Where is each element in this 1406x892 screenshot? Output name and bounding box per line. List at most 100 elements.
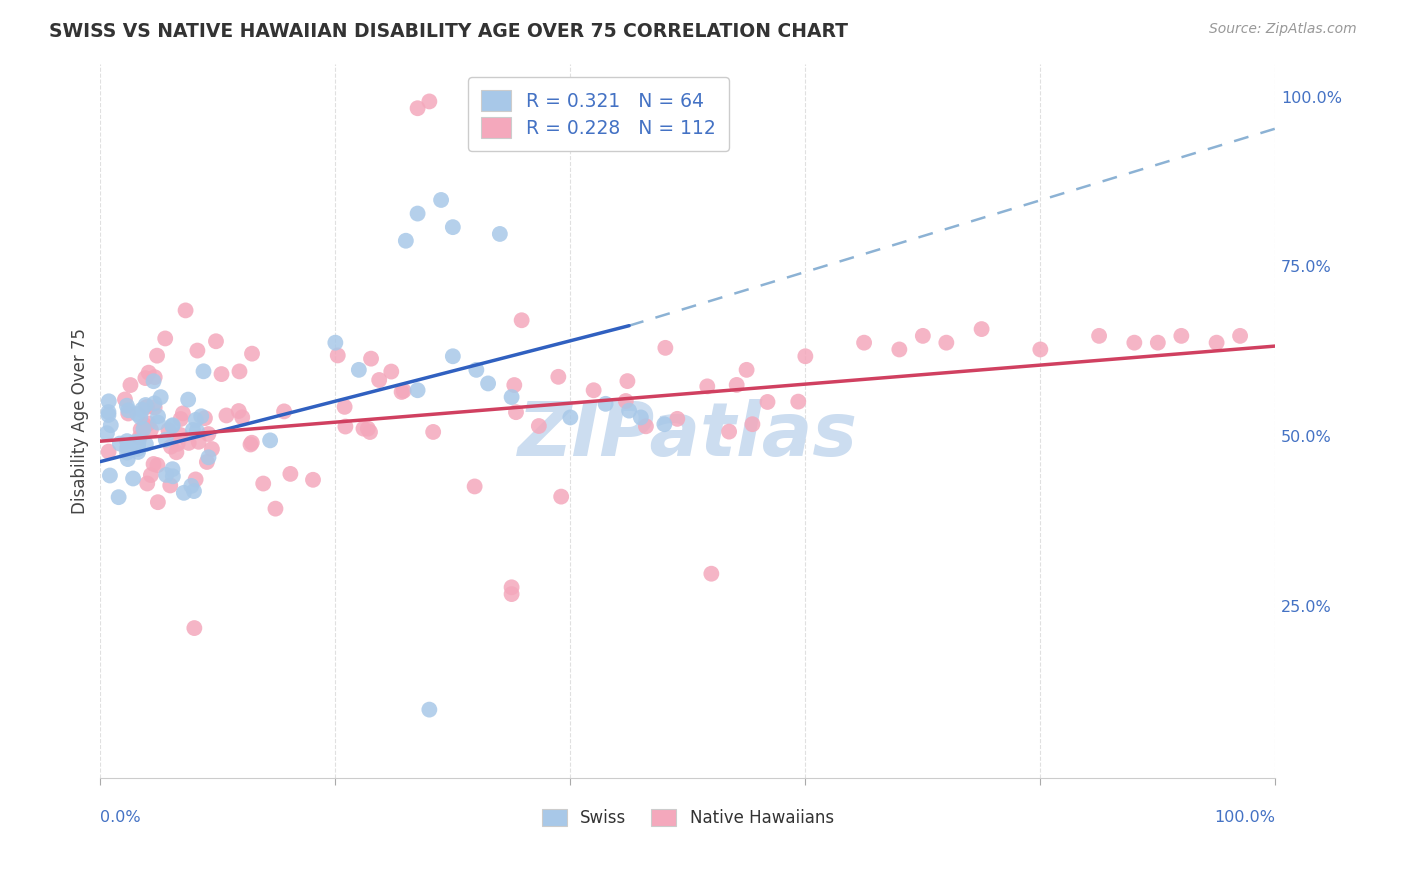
Point	[201, 442, 224, 456]
Point	[174, 303, 197, 318]
Point	[259, 434, 281, 448]
Point	[595, 397, 617, 411]
Point	[115, 445, 138, 459]
Point	[550, 490, 572, 504]
Point	[149, 390, 172, 404]
Point	[252, 476, 274, 491]
Point	[138, 417, 160, 431]
Point	[129, 410, 152, 425]
Point	[326, 348, 349, 362]
Point	[441, 349, 464, 363]
Text: SWISS VS NATIVE HAWAIIAN DISABILITY AGE OVER 75 CORRELATION CHART: SWISS VS NATIVE HAWAIIAN DISABILITY AGE …	[49, 22, 848, 41]
Point	[172, 406, 194, 420]
Point	[153, 331, 176, 345]
Point	[155, 467, 177, 482]
Point	[117, 407, 139, 421]
Point	[143, 370, 166, 384]
Point	[501, 587, 523, 601]
Point	[406, 101, 429, 115]
Point	[114, 392, 136, 407]
Point	[107, 490, 129, 504]
Point	[143, 401, 166, 415]
Point	[184, 472, 207, 486]
Point	[186, 424, 208, 438]
Point	[135, 400, 157, 414]
Point	[162, 462, 184, 476]
Point	[127, 407, 149, 421]
Point	[273, 404, 295, 418]
Point	[98, 468, 121, 483]
Point	[654, 341, 676, 355]
Point	[177, 436, 200, 450]
Point	[181, 423, 204, 437]
Point	[190, 409, 212, 424]
Point	[115, 434, 138, 449]
Point	[935, 335, 957, 350]
Point	[228, 364, 250, 378]
Point	[582, 384, 605, 398]
Point	[166, 437, 188, 451]
Point	[391, 384, 413, 399]
Point	[134, 418, 156, 433]
Point	[134, 371, 156, 385]
Point	[159, 478, 181, 492]
Point	[725, 378, 748, 392]
Text: 0.0%: 0.0%	[100, 810, 141, 825]
Point	[96, 426, 118, 441]
Point	[489, 227, 512, 241]
Point	[231, 410, 253, 425]
Point	[617, 403, 640, 417]
Point	[195, 455, 218, 469]
Point	[146, 349, 169, 363]
Point	[146, 458, 169, 472]
Point	[700, 566, 723, 581]
Point	[155, 433, 177, 447]
Point	[215, 409, 238, 423]
Point	[127, 438, 149, 452]
Point	[501, 390, 523, 404]
Point	[135, 437, 157, 451]
Point	[395, 234, 418, 248]
Point	[186, 343, 208, 358]
Point	[853, 335, 876, 350]
Point	[616, 374, 638, 388]
Point	[666, 412, 689, 426]
Point	[510, 313, 533, 327]
Point	[142, 457, 165, 471]
Text: 25.0%: 25.0%	[1281, 600, 1331, 615]
Point	[1088, 329, 1111, 343]
Point	[735, 363, 758, 377]
Point	[132, 422, 155, 436]
Point	[418, 95, 440, 109]
Point	[139, 468, 162, 483]
Point	[97, 394, 120, 409]
Point	[117, 452, 139, 467]
Point	[264, 501, 287, 516]
Point	[138, 366, 160, 380]
Point	[1029, 343, 1052, 357]
Point	[465, 363, 488, 377]
Point	[157, 423, 180, 437]
Point	[464, 479, 486, 493]
Point	[136, 476, 159, 491]
Point	[718, 425, 741, 439]
Point	[197, 427, 219, 442]
Point	[911, 329, 934, 343]
Point	[128, 430, 150, 444]
Point	[380, 365, 402, 379]
Point	[127, 434, 149, 449]
Point	[756, 395, 779, 409]
Point	[97, 408, 120, 422]
Point	[146, 409, 169, 424]
Point	[1170, 329, 1192, 343]
Point	[280, 467, 302, 481]
Point	[422, 425, 444, 439]
Point	[889, 343, 911, 357]
Point	[503, 378, 526, 392]
Point	[360, 351, 382, 366]
Text: 75.0%: 75.0%	[1281, 260, 1331, 276]
Point	[654, 417, 676, 432]
Point	[560, 410, 582, 425]
Point	[527, 419, 550, 434]
Point	[970, 322, 993, 336]
